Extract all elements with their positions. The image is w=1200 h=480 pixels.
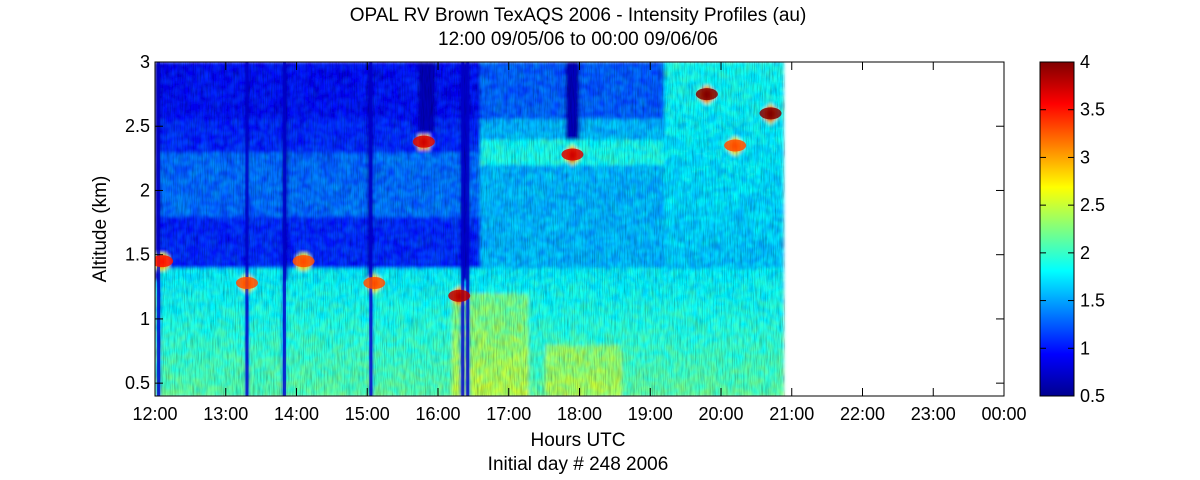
chart-title: OPAL RV Brown TexAQS 2006 - Intensity Pr… bbox=[350, 5, 807, 26]
chart-subtitle: 12:00 09/05/06 to 00:00 09/06/06 bbox=[438, 29, 718, 50]
intensity-heatmap bbox=[155, 62, 785, 396]
